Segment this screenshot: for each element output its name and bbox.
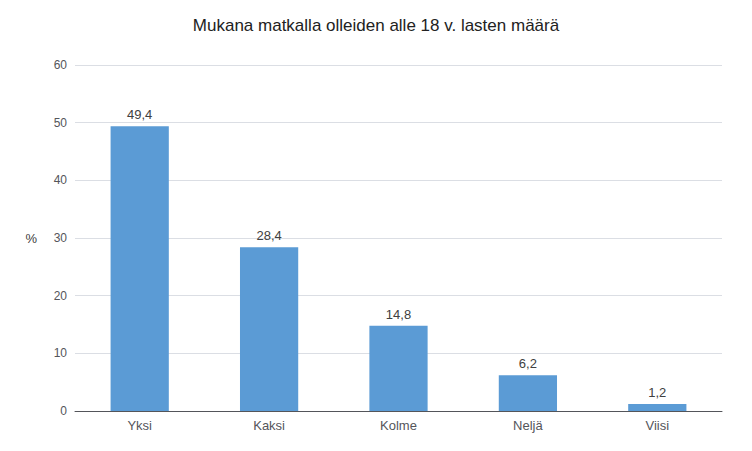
svg-text:Yksi: Yksi xyxy=(127,418,152,433)
svg-text:6,2: 6,2 xyxy=(519,356,537,371)
svg-text:50: 50 xyxy=(54,116,68,130)
svg-text:Viisi: Viisi xyxy=(645,418,669,433)
svg-text:14,8: 14,8 xyxy=(386,307,411,322)
svg-text:Neljä: Neljä xyxy=(513,418,543,433)
svg-text:0: 0 xyxy=(60,404,67,418)
svg-text:10: 10 xyxy=(54,346,68,360)
svg-text:Mukana matkalla olleiden alle: Mukana matkalla olleiden alle 18 v. last… xyxy=(193,16,560,35)
svg-text:40: 40 xyxy=(54,173,68,187)
svg-text:Kaksi: Kaksi xyxy=(253,418,285,433)
svg-text:20: 20 xyxy=(54,289,68,303)
svg-text:49,4: 49,4 xyxy=(127,107,152,122)
svg-text:28,4: 28,4 xyxy=(256,228,281,243)
svg-text:Kolme: Kolme xyxy=(380,418,417,433)
svg-text:1,2: 1,2 xyxy=(648,385,666,400)
svg-text:%: % xyxy=(25,231,37,246)
svg-text:30: 30 xyxy=(54,231,68,245)
svg-text:60: 60 xyxy=(54,58,68,72)
